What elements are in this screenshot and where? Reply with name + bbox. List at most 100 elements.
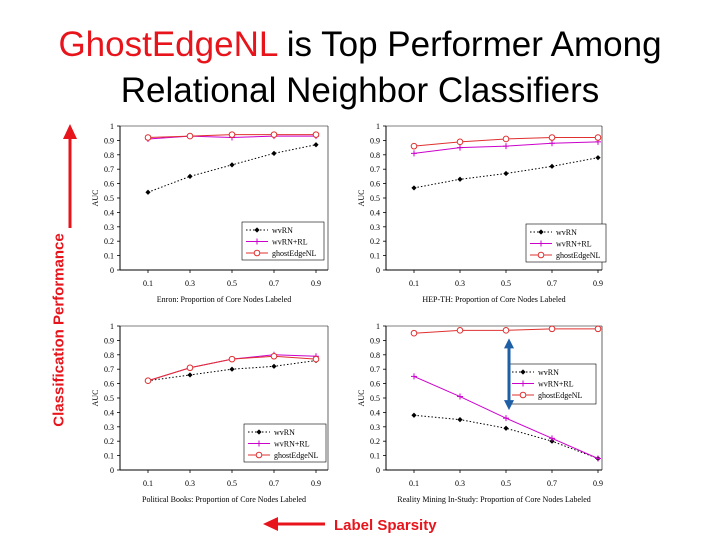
data-point	[229, 162, 235, 168]
chart-svg: 0 0.1 0.2 0.3 0.4 0.5 0.6 0.7 0.8 0.9 1 0.1 0.3 0.5 0.…	[91, 322, 329, 504]
data-point	[228, 355, 236, 363]
slide-title: GhostEdgeNL is Top Performer Among Relat…	[0, 22, 720, 114]
data-point	[457, 417, 463, 423]
y-tick-label: 0.1	[370, 452, 380, 461]
y-tick-label: 0	[110, 466, 114, 475]
y-tick-label: 0.6	[370, 380, 380, 389]
x-tick-label: 0.9	[593, 279, 603, 288]
y-axis-label: AUC	[357, 190, 366, 207]
x-tick-label: 0.1	[143, 479, 153, 488]
x-axis-label: HEP-TH: Proportion of Core Nodes Labeled	[422, 295, 565, 304]
y-tick-label: 1	[110, 322, 114, 331]
slide-title-line2: Relational Neighbor Classifiers	[120, 71, 600, 110]
chart-svg: 0 0.1 0.2 0.3 0.4 0.5 0.6 0.7 0.8 0.9 1 0.1 0.3 0.5 0.…	[357, 322, 603, 504]
data-point	[457, 393, 463, 400]
y-tick-label: 0	[110, 266, 114, 275]
data-point	[502, 135, 510, 143]
data-point	[144, 377, 152, 385]
x-tick-label: 0.7	[547, 279, 557, 288]
legend: wvRN wvRN+RL ghostEdgeNL	[243, 423, 327, 463]
performance-arrow-icon	[63, 124, 77, 228]
data-point	[411, 150, 417, 157]
y-tick-label: 0.8	[370, 351, 380, 360]
chart-svg: 0 0.1 0.2 0.3 0.4 0.5 0.6 0.7 0.8 0.9 1 0.1 0.3 0.5 0.…	[91, 122, 329, 304]
data-point	[228, 131, 236, 138]
y-tick-label: 0.9	[104, 136, 114, 145]
legend-label: ghostEdgeNL	[538, 391, 583, 400]
legend-label: wvRN	[272, 226, 293, 235]
y-tick-label: 0.5	[370, 394, 380, 403]
y-tick-label: 0.8	[104, 351, 114, 360]
y-axis-label: AUC	[91, 390, 100, 407]
data-point	[594, 134, 602, 141]
x-tick-label: 0.9	[593, 479, 603, 488]
x-tick-label: 0.7	[547, 479, 557, 488]
data-point	[411, 185, 417, 191]
y-tick-label: 0.2	[104, 437, 114, 446]
y-tick-label: 0.8	[104, 151, 114, 160]
data-point	[313, 142, 319, 148]
legend-label: wvRN+RL	[556, 240, 592, 249]
y-tick-label: 0.2	[370, 237, 380, 246]
y-tick-label: 0.2	[370, 437, 380, 446]
data-point	[145, 189, 151, 195]
y-tick-label: 0.4	[370, 208, 380, 217]
gap-double-arrow-icon	[504, 338, 514, 411]
data-point	[548, 134, 556, 141]
y-tick-label: 0.9	[104, 336, 114, 345]
legend-label: ghostEdgeNL	[274, 451, 319, 460]
legend-marker	[254, 238, 260, 245]
data-point	[271, 150, 277, 156]
data-point	[503, 425, 509, 431]
data-point	[595, 455, 601, 462]
legend-marker	[520, 380, 526, 387]
data-point	[595, 155, 601, 161]
y-tick-label: 0.6	[104, 380, 114, 389]
y-tick-label: 0.4	[370, 408, 380, 417]
data-point	[411, 412, 417, 418]
x-tick-label: 0.9	[311, 279, 321, 288]
y-tick-label: 0.6	[104, 180, 114, 189]
y-tick-label: 0.5	[370, 194, 380, 203]
data-point	[144, 134, 152, 141]
y-tick-label: 0.7	[104, 165, 114, 174]
y-tick-label: 0.3	[370, 223, 380, 232]
legend-label: wvRN+RL	[538, 380, 574, 389]
slide-title-line1: GhostEdgeNL is Top Performer Among	[0, 22, 720, 68]
y-tick-label: 0.2	[104, 237, 114, 246]
legend-label: wvRN	[556, 228, 577, 237]
y-tick-label: 0.1	[370, 252, 380, 261]
legend-marker	[256, 440, 262, 447]
x-tick-label: 0.5	[227, 279, 237, 288]
legend-label: ghostEdgeNL	[272, 249, 317, 258]
series-ghostedgenl	[144, 352, 320, 385]
y-tick-label: 0.8	[370, 151, 380, 160]
legend-label: wvRN	[538, 368, 559, 377]
data-point	[410, 142, 418, 150]
y-tick-label: 0	[376, 466, 380, 475]
x-tick-label: 0.9	[311, 479, 321, 488]
y-tick-label: 0.3	[104, 423, 114, 432]
series-line	[413, 414, 599, 459]
y-tick-label: 0.9	[370, 336, 380, 345]
data-point	[594, 325, 602, 333]
data-point	[457, 144, 463, 151]
y-tick-label: 0.7	[104, 365, 114, 374]
x-tick-label: 0.5	[501, 479, 511, 488]
series-line	[147, 144, 317, 193]
series-ghostedgenl	[410, 134, 602, 150]
y-tick-label: 0.3	[370, 423, 380, 432]
y-tick-label: 0.5	[104, 394, 114, 403]
legend: wvRN wvRN+RL ghostEdgeNL	[525, 223, 607, 263]
data-point	[186, 364, 194, 372]
data-point	[410, 329, 418, 337]
y-tick-label: 0.7	[370, 165, 380, 174]
data-point	[187, 173, 193, 179]
y-annotation: Classification Performance	[50, 233, 68, 427]
data-point	[503, 170, 509, 177]
y-tick-label: 0.7	[370, 365, 380, 374]
y-tick-label: 0	[376, 266, 380, 275]
legend-marker	[254, 227, 260, 233]
x-tick-label: 0.7	[269, 479, 279, 488]
data-point	[270, 131, 278, 138]
